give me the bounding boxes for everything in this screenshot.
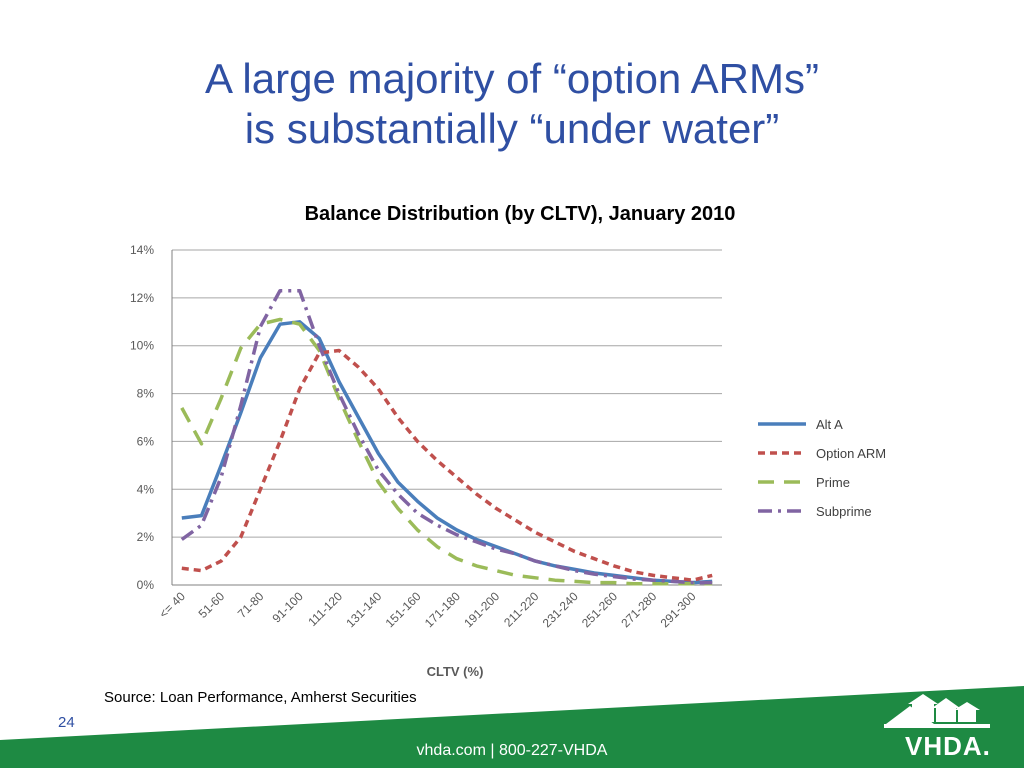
x-tick-label: 231-240 — [540, 589, 581, 630]
x-tick-label: <= 40 — [156, 589, 188, 621]
x-tick-label: 51-60 — [196, 589, 228, 621]
x-tick-label: 291-300 — [658, 589, 699, 630]
x-tick-label: 271-280 — [618, 589, 659, 630]
page-number: 24 — [58, 714, 75, 731]
x-tick-label: 171-180 — [422, 589, 463, 630]
y-tick-label: 14% — [130, 243, 154, 257]
slide-title-line-1: A large majority of “option ARMs” — [205, 55, 819, 102]
y-tick-label: 10% — [130, 339, 154, 353]
series-line-alt-a — [181, 320, 713, 585]
chart-title: Balance Distribution (by CLTV), January … — [304, 203, 736, 225]
y-tick-label: 4% — [137, 482, 155, 496]
series-line-option-arm — [181, 348, 713, 582]
x-tick-label: 251-260 — [579, 589, 620, 630]
x-tick-label: 71-80 — [235, 589, 267, 621]
series-line-prime — [180, 317, 713, 586]
y-tick-label: 8% — [137, 387, 155, 401]
y-tick-label: 12% — [130, 291, 154, 305]
footer-band-shape — [0, 686, 1024, 768]
y-tick-label: 2% — [137, 530, 155, 544]
slide-title: A large majority of “option ARMs” is sub… — [0, 54, 1024, 154]
footer-contact: vhda.com | 800-227-VHDA — [416, 742, 608, 759]
vhda-logo-icon — [884, 694, 990, 728]
legend-label: Option ARM — [816, 446, 886, 461]
legend-label: Alt A — [816, 417, 843, 432]
slide-title-line-2: is substantially “under water” — [244, 105, 780, 152]
x-tick-label: 91-100 — [269, 589, 306, 626]
x-tick-label: 131-140 — [343, 589, 384, 630]
balance-distribution-chart: 0% 2% 4% 6% 8% 10% 12% 14% <= 40 51-60 71-80 91-100… — [130, 243, 886, 679]
vhda-logo-text: VHDA. — [905, 731, 991, 761]
y-tick-label: 0% — [137, 578, 155, 592]
x-axis-label: CLTV (%) — [427, 664, 484, 679]
y-tick-label: 6% — [137, 434, 155, 448]
series-line-subprime — [180, 288, 713, 585]
x-tick-label: 211-220 — [501, 589, 542, 630]
legend-label: Subprime — [816, 504, 872, 519]
legend-label: Prime — [816, 475, 850, 490]
x-tick-label: 151-160 — [383, 589, 424, 630]
source-note: Source: Loan Performance, Amherst Securi… — [104, 689, 417, 706]
x-tick-label: 191-200 — [461, 589, 502, 630]
x-tick-label: 111-120 — [305, 589, 345, 629]
